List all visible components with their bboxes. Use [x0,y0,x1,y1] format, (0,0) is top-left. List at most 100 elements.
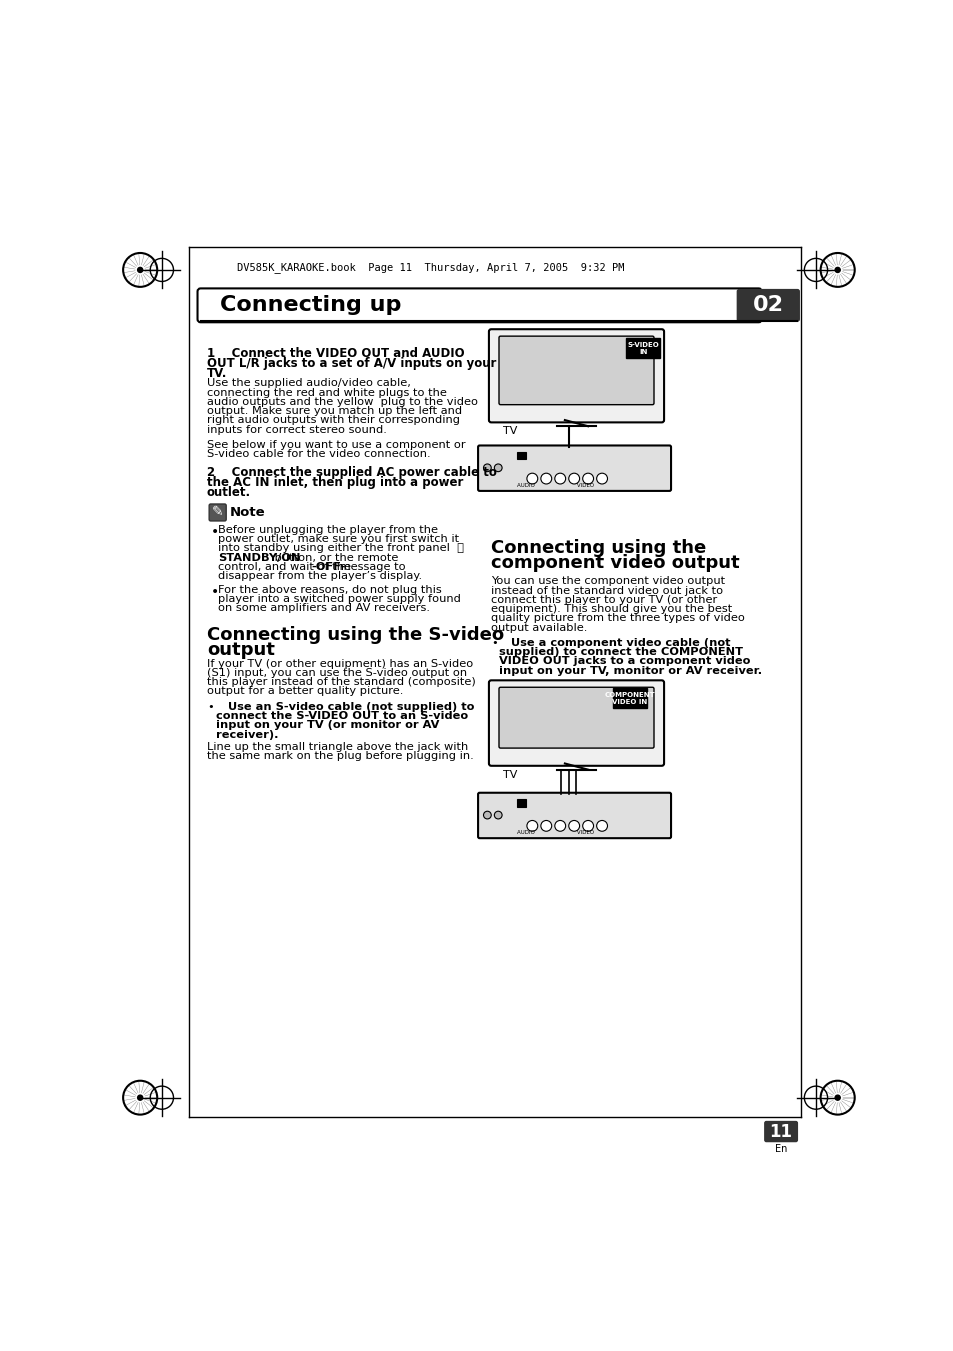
Text: the same mark on the plug before plugging in.: the same mark on the plug before pluggin… [207,751,473,761]
Text: •: • [207,703,213,712]
FancyBboxPatch shape [477,793,670,838]
Text: on some amplifiers and AV receivers.: on some amplifiers and AV receivers. [218,604,430,613]
Text: message to: message to [335,562,405,571]
FancyBboxPatch shape [625,339,659,358]
FancyBboxPatch shape [488,330,663,423]
Circle shape [596,820,607,831]
Text: into standby using either the front panel  ⓘ: into standby using either the front pane… [218,543,464,554]
Text: input on your TV (or monitor or AV: input on your TV (or monitor or AV [216,720,439,731]
Text: audio outputs and the yellow  plug to the video: audio outputs and the yellow plug to the… [207,397,477,407]
Circle shape [568,473,579,484]
Circle shape [483,811,491,819]
Text: power outlet, make sure you first switch it: power outlet, make sure you first switch… [218,534,459,544]
Text: VIDEO OUT jacks to a component video: VIDEO OUT jacks to a component video [498,657,750,666]
Text: right audio outputs with their corresponding: right audio outputs with their correspon… [207,416,459,426]
Text: AUDIO                        VIDEO: AUDIO VIDEO [517,484,594,488]
Text: Use an S-video cable (not supplied) to: Use an S-video cable (not supplied) to [216,703,474,712]
Circle shape [494,463,501,471]
Text: See below if you want to use a component or: See below if you want to use a component… [207,440,465,450]
Circle shape [568,820,579,831]
Text: control, and wait of the: control, and wait of the [218,562,355,571]
Text: AUDIO                        VIDEO: AUDIO VIDEO [517,831,594,835]
Text: connect this player to your TV (or other: connect this player to your TV (or other [491,594,717,605]
Text: OUT L/R jacks to a set of A/V inputs on your: OUT L/R jacks to a set of A/V inputs on … [207,357,496,370]
Text: input on your TV, monitor or AV receiver.: input on your TV, monitor or AV receiver… [498,666,761,676]
Text: -OFF-: -OFF- [311,562,345,571]
Text: DV585K_KARAOKE.book  Page 11  Thursday, April 7, 2005  9:32 PM: DV585K_KARAOKE.book Page 11 Thursday, Ap… [236,262,624,273]
Circle shape [596,473,607,484]
FancyBboxPatch shape [209,504,226,521]
Circle shape [540,473,551,484]
Text: 2    Connect the supplied AC power cable to: 2 Connect the supplied AC power cable to [207,466,497,480]
Text: S-video cable for the video connection.: S-video cable for the video connection. [207,450,430,459]
Text: connecting the red and white plugs to the: connecting the red and white plugs to th… [207,388,446,397]
Text: COMPONENT
VIDEO IN: COMPONENT VIDEO IN [604,692,655,704]
Text: equipment). This should give you the best: equipment). This should give you the bes… [491,604,732,615]
Text: inputs for correct stereo sound.: inputs for correct stereo sound. [207,424,386,435]
Text: If your TV (or other equipment) has an S-video: If your TV (or other equipment) has an S… [207,659,473,669]
Text: En: En [774,1144,786,1154]
Text: 1    Connect the VIDEO OUT and AUDIO: 1 Connect the VIDEO OUT and AUDIO [207,347,464,359]
Circle shape [526,820,537,831]
Text: the AC IN inlet, then plug into a power: the AC IN inlet, then plug into a power [207,477,463,489]
Circle shape [555,820,565,831]
Text: S-VIDEO
IN: S-VIDEO IN [627,342,659,355]
Text: output available.: output available. [491,623,587,632]
Text: output. Make sure you match up the left and: output. Make sure you match up the left … [207,407,461,416]
Text: Line up the small triangle above the jack with: Line up the small triangle above the jac… [207,742,468,753]
Text: For the above reasons, do not plug this: For the above reasons, do not plug this [218,585,442,594]
Text: quality picture from the three types of video: quality picture from the three types of … [491,613,744,623]
Text: connect the S-VIDEO OUT to an S-video: connect the S-VIDEO OUT to an S-video [216,711,468,721]
Circle shape [540,820,551,831]
Circle shape [494,811,501,819]
Circle shape [582,820,593,831]
FancyBboxPatch shape [488,681,663,766]
Text: output for a better quality picture.: output for a better quality picture. [207,686,403,697]
Text: button, or the remote: button, or the remote [271,553,398,562]
FancyBboxPatch shape [612,688,646,708]
Circle shape [555,473,565,484]
FancyBboxPatch shape [498,688,654,748]
Text: •: • [211,524,219,539]
Text: TV: TV [502,770,517,780]
Text: (S1) input, you can use the S-video output on: (S1) input, you can use the S-video outp… [207,667,466,678]
Text: disappear from the player’s display.: disappear from the player’s display. [218,571,422,581]
FancyBboxPatch shape [197,288,760,323]
Circle shape [137,267,143,273]
Text: STANDBY/ON: STANDBY/ON [218,553,300,562]
Text: •: • [211,585,219,598]
Text: ✎: ✎ [212,505,223,520]
FancyBboxPatch shape [517,451,525,459]
Text: You can use the component video output: You can use the component video output [491,577,724,586]
Circle shape [582,473,593,484]
Text: component video output: component video output [491,554,740,571]
Text: Use a component video cable (not: Use a component video cable (not [498,638,730,648]
Text: supplied) to connect the COMPONENT: supplied) to connect the COMPONENT [498,647,742,657]
Circle shape [137,1096,143,1100]
Text: outlet.: outlet. [207,486,251,500]
FancyBboxPatch shape [477,446,670,490]
Text: receiver).: receiver). [216,730,278,739]
Text: Note: Note [230,507,266,519]
FancyBboxPatch shape [737,290,798,320]
Text: player into a switched power supply found: player into a switched power supply foun… [218,594,461,604]
FancyBboxPatch shape [764,1121,797,1142]
Circle shape [834,1096,840,1100]
Circle shape [834,267,840,273]
Text: Connecting using the: Connecting using the [491,539,706,558]
Text: Use the supplied audio/video cable,: Use the supplied audio/video cable, [207,378,411,389]
Text: Connecting using the S-video: Connecting using the S-video [207,627,503,644]
Text: instead of the standard video out jack to: instead of the standard video out jack t… [491,585,722,596]
FancyBboxPatch shape [517,798,525,807]
Text: TV.: TV. [207,367,227,380]
Circle shape [483,463,491,471]
Text: Before unplugging the player from the: Before unplugging the player from the [218,524,438,535]
Text: TV: TV [502,426,517,436]
Text: output: output [207,642,274,659]
Text: Connecting up: Connecting up [220,296,401,315]
Text: 11: 11 [769,1123,792,1140]
Text: •: • [491,638,497,648]
Circle shape [526,473,537,484]
Text: 02: 02 [752,296,782,315]
Text: this player instead of the standard (composite): this player instead of the standard (com… [207,677,476,688]
